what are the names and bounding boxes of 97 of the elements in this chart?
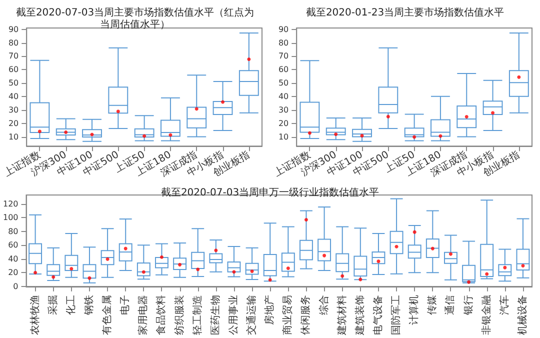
point — [196, 268, 200, 272]
x-tick-label: 轻工制造 — [191, 295, 204, 335]
x-tick-label: 医药生物 — [209, 295, 222, 335]
point — [340, 274, 344, 278]
y-tick-label: 70 — [8, 52, 19, 61]
chart-title: 截至2020-01-23当周主要市场指数估值水平 — [306, 6, 504, 18]
y-tick-label: 80 — [8, 226, 18, 236]
x-tick-label: 交通运输 — [246, 295, 258, 335]
y-tick-label: 40 — [278, 92, 289, 101]
point — [334, 132, 338, 136]
point — [430, 246, 434, 250]
point — [308, 131, 312, 135]
y-tick-label: 30 — [278, 105, 289, 114]
point — [142, 270, 146, 274]
point — [247, 58, 251, 62]
point — [160, 255, 164, 259]
point — [268, 278, 272, 282]
x-tick-label: 国防军工 — [390, 295, 402, 335]
point — [376, 260, 380, 264]
point — [412, 230, 416, 234]
point — [70, 266, 74, 270]
point — [517, 75, 521, 79]
point — [116, 110, 120, 114]
x-tick-label: 采掘 — [46, 295, 59, 315]
point — [386, 114, 390, 118]
point — [503, 266, 507, 270]
point — [221, 100, 225, 104]
point — [142, 134, 146, 138]
point — [34, 270, 38, 274]
point — [250, 269, 254, 273]
x-tick-label: 商业贸易 — [282, 295, 294, 335]
point — [322, 254, 326, 258]
point — [106, 257, 110, 261]
x-tick-label: 传媒 — [427, 295, 438, 315]
point — [394, 244, 398, 248]
x-tick-label: 纺织服装 — [173, 295, 186, 335]
y-tick-label: 10 — [8, 132, 19, 142]
x-tick-label: 建筑材料 — [336, 295, 348, 336]
y-tick-label: 80 — [278, 38, 289, 48]
point — [124, 246, 128, 250]
x-tick-label: 汽车 — [498, 295, 510, 315]
y-tick-label: 10 — [278, 132, 289, 142]
x-tick-label: 休闲服务 — [300, 295, 312, 335]
x-tick-label: 银行 — [463, 295, 474, 316]
x-tick-label: 通信 — [444, 295, 456, 315]
y-tick-label: 120 — [2, 199, 18, 208]
y-tick-label: 40 — [8, 254, 18, 264]
y-tick-label: 20 — [8, 268, 18, 278]
y-tick-label: 100 — [2, 213, 18, 222]
x-tick-label: 综合 — [318, 295, 330, 315]
y-tick-label: 60 — [8, 65, 19, 74]
y-tick-label: 50 — [8, 78, 19, 88]
point — [38, 130, 42, 134]
point — [178, 262, 182, 266]
y-tick-label: 80 — [8, 38, 19, 48]
x-tick-label: 钢铁 — [82, 295, 95, 316]
x-tick-label: 有色金属 — [101, 295, 114, 335]
y-tick-label: 50 — [278, 78, 289, 88]
x-tick-label: 食品饮料 — [155, 295, 168, 335]
x-tick-label: 农林牧渔 — [28, 295, 41, 335]
y-tick-label: 70 — [278, 52, 289, 61]
x-tick-label: 建筑装饰 — [354, 295, 366, 336]
x-tick-label: 化工 — [64, 295, 77, 315]
y-tick-label: 20 — [278, 118, 289, 128]
point — [491, 111, 495, 115]
x-tick-label: 电气设备 — [372, 295, 384, 335]
point — [358, 278, 362, 282]
y-tick-label: 40 — [8, 92, 19, 101]
x-tick-label: 家用电器 — [137, 295, 150, 335]
point — [214, 248, 218, 252]
point — [448, 252, 452, 256]
y-tick-label: 90 — [8, 24, 19, 34]
point — [232, 270, 236, 274]
y-tick-label: 20 — [8, 118, 19, 128]
y-tick-label: 0 — [13, 282, 18, 291]
point — [304, 218, 308, 222]
point — [464, 115, 468, 119]
point — [412, 135, 416, 139]
point — [286, 266, 290, 270]
x-tick-label: 公用事业 — [227, 295, 240, 335]
point — [64, 130, 68, 134]
point — [467, 280, 471, 284]
y-tick-label: 60 — [278, 65, 289, 74]
x-tick-label: 计算机 — [408, 295, 420, 325]
x-tick-label: 电子 — [119, 295, 132, 315]
y-tick-label: 90 — [278, 24, 289, 34]
point — [360, 134, 364, 138]
chart-title: 截至2020-07-03当周申万一级行业指数估值水平 — [160, 186, 380, 198]
point — [485, 272, 489, 276]
x-tick-label: 机械设备 — [516, 295, 528, 335]
point — [52, 275, 56, 279]
y-tick-label: 60 — [8, 240, 18, 250]
point — [194, 107, 198, 111]
x-tick-label: 房地产 — [264, 295, 276, 325]
point — [521, 264, 525, 268]
x-tick-label: 非银金融 — [480, 295, 492, 335]
y-tick-label: 30 — [8, 105, 19, 114]
